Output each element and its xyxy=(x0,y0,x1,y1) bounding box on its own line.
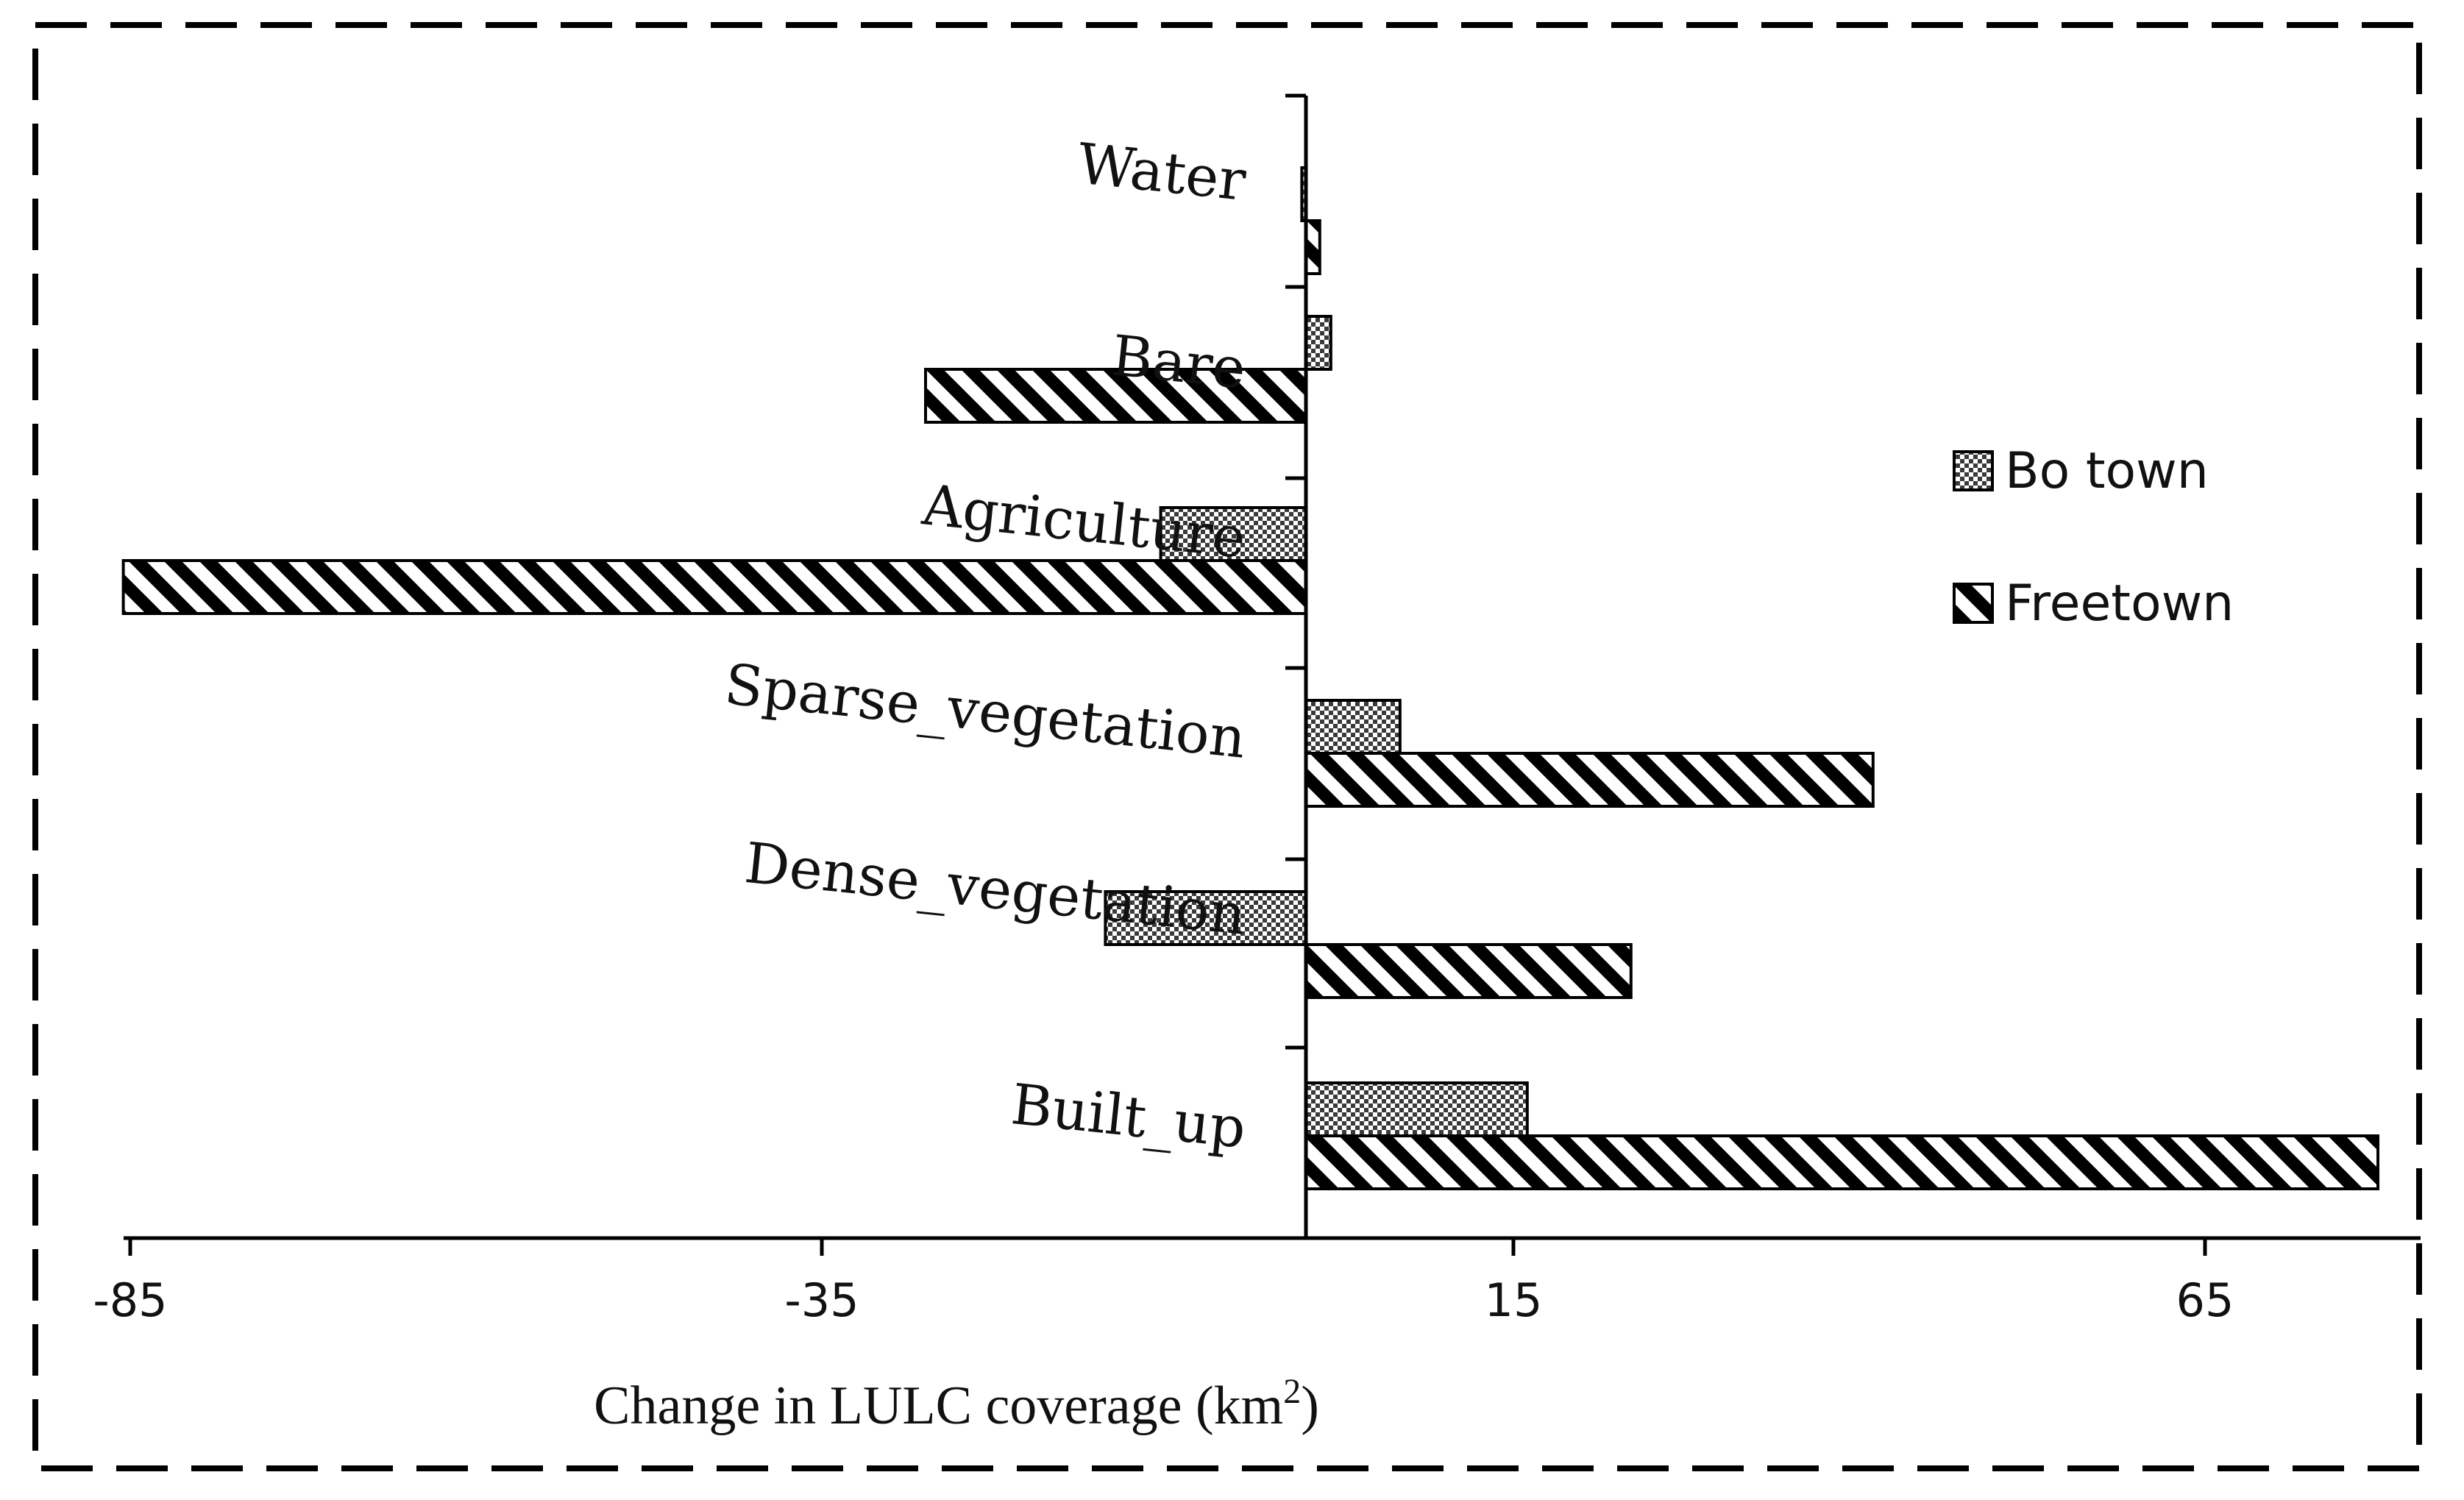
bar-bo-town-sparse-vegetation xyxy=(1304,699,1402,755)
x-tick-label: 15 xyxy=(1485,1273,1543,1327)
x-axis-title-superscript: 2 xyxy=(1283,1372,1301,1411)
x-tick-label: 65 xyxy=(2176,1273,2234,1327)
x-axis-title: Change in LULC coverage (km2) xyxy=(594,1372,1319,1436)
bar-bo-town-built-up xyxy=(1304,1081,1529,1137)
category-label-built-up: Built_up xyxy=(1008,1071,1249,1161)
x-tick-label: -85 xyxy=(93,1273,167,1327)
bar-freetown-built-up xyxy=(1304,1134,2379,1190)
category-label-dense-vegetation: Dense_vegetation xyxy=(742,830,1249,948)
bar-freetown-dense-vegetation xyxy=(1304,943,1633,999)
category-label-agriculture: Agriculture xyxy=(919,472,1249,571)
bar-freetown-bare xyxy=(924,368,1307,424)
legend-swatch-bo-town xyxy=(1953,450,1994,491)
bars-layer xyxy=(121,166,2379,1190)
category-label-sparse-vegetation: Sparse_vegetation xyxy=(722,651,1249,771)
bar-freetown-sparse-vegetation xyxy=(1304,752,1875,808)
bar-bo-town-bare xyxy=(1304,315,1332,371)
legend: Bo town Freetown xyxy=(1953,442,2234,633)
category-label-water: Water xyxy=(1075,130,1249,213)
dashed-frame xyxy=(32,22,2422,1471)
legend-swatch-freetown xyxy=(1953,583,1994,624)
axes-layer xyxy=(124,93,2421,1256)
bar-freetown-water xyxy=(1304,219,1321,275)
x-tick-label: -35 xyxy=(784,1273,859,1327)
bar-bo-town-agriculture xyxy=(1159,506,1307,562)
legend-label-freetown: Freetown xyxy=(2005,575,2234,633)
legend-label-bo-town: Bo town xyxy=(2005,442,2209,500)
bar-freetown-agriculture xyxy=(121,559,1308,615)
category-label-bare: Bare xyxy=(1109,322,1249,402)
